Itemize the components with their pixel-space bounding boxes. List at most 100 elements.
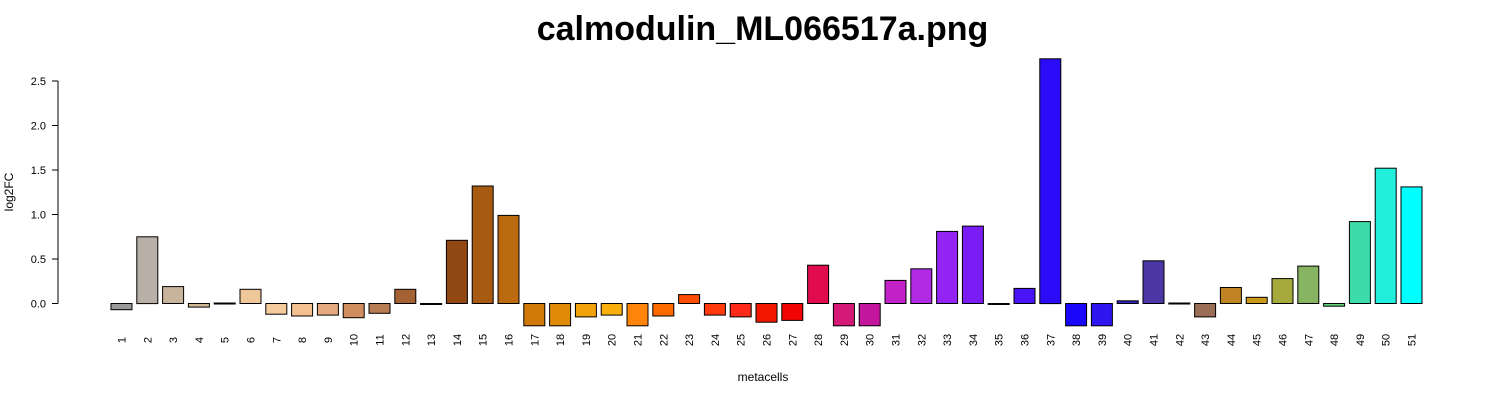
x-tick-label: 18 <box>555 334 567 346</box>
x-tick-label: 22 <box>658 334 670 346</box>
x-tick-label: 4 <box>194 337 206 343</box>
bar-metacell-23 <box>678 294 701 305</box>
bar-metacell-11 <box>368 303 391 314</box>
bar-metacell-9 <box>316 303 339 316</box>
x-tick-label: 42 <box>1174 334 1186 346</box>
bar-metacell-4 <box>187 303 210 308</box>
bar-metacell-50 <box>1374 167 1397 304</box>
x-tick-label: 13 <box>426 334 438 346</box>
bar-metacell-43 <box>1194 303 1217 318</box>
x-tick-label: 47 <box>1303 334 1315 346</box>
bar-metacell-34 <box>961 225 984 305</box>
bar-metacell-17 <box>523 303 546 327</box>
chart-title: calmodulin_ML066517a.png <box>536 10 989 48</box>
bar-metacell-21 <box>626 303 649 327</box>
bar-metacell-7 <box>265 303 288 315</box>
x-tick-label: 5 <box>220 337 232 343</box>
bar-metacell-30 <box>858 303 881 327</box>
bar-metacell-32 <box>910 268 933 304</box>
x-tick-label: 41 <box>1149 334 1161 346</box>
bars <box>110 58 1423 327</box>
bar-metacell-47 <box>1297 265 1320 305</box>
x-tick-label: 33 <box>942 334 954 346</box>
bar-metacell-35 <box>987 303 1010 305</box>
x-tick-label: 12 <box>400 334 412 346</box>
bar-metacell-6 <box>239 288 262 304</box>
x-tick-label: 9 <box>323 337 335 343</box>
x-tick-label: 39 <box>1097 334 1109 346</box>
x-tick-label: 29 <box>839 334 851 346</box>
x-tick-label: 10 <box>349 334 361 346</box>
bar-metacell-28 <box>807 264 830 305</box>
bar-metacell-33 <box>936 230 959 304</box>
x-tick-label: 19 <box>581 334 593 346</box>
bar-metacell-10 <box>342 303 365 319</box>
x-tick-label: 48 <box>1329 334 1341 346</box>
bar-metacell-40 <box>1116 300 1139 304</box>
x-tick-label: 17 <box>529 334 541 346</box>
x-tick-label: 30 <box>865 334 877 346</box>
x-tick-label: 21 <box>633 334 645 346</box>
bar-metacell-2 <box>136 236 159 305</box>
x-tick-label: 3 <box>168 337 180 343</box>
x-tick-label: 15 <box>478 334 490 346</box>
x-tick-label: 2 <box>142 337 154 343</box>
y-tick-label: 1.0 <box>31 210 46 222</box>
bar-metacell-49 <box>1348 221 1371 305</box>
x-tick-label: 20 <box>607 334 619 346</box>
bar-metacell-14 <box>445 239 468 305</box>
x-tick-label: 38 <box>1071 334 1083 346</box>
x-tick-label: 40 <box>1123 334 1135 346</box>
y-tick-label: 0.5 <box>31 254 46 266</box>
x-tick-label: 43 <box>1200 334 1212 346</box>
bar-metacell-19 <box>574 303 597 318</box>
bar-metacell-26 <box>755 303 778 323</box>
bar-metacell-25 <box>729 303 752 318</box>
bar-metacell-38 <box>1065 303 1088 327</box>
x-tick-label: 7 <box>271 337 283 343</box>
x-tick-label: 1 <box>117 337 129 343</box>
bar-metacell-8 <box>291 303 314 317</box>
bar-metacell-12 <box>394 288 417 304</box>
x-tick-label: 35 <box>994 334 1006 346</box>
x-tick-label: 44 <box>1226 334 1238 346</box>
x-tick-label: 32 <box>916 334 928 346</box>
x-tick-label: 49 <box>1355 334 1367 346</box>
bar-metacell-39 <box>1090 303 1113 327</box>
bar-metacell-15 <box>471 185 494 304</box>
x-tick-label: 34 <box>968 334 980 346</box>
bar-metacell-16 <box>497 214 520 304</box>
bar-metacell-41 <box>1142 260 1165 304</box>
bar-metacell-45 <box>1245 296 1268 304</box>
bar-metacell-18 <box>549 303 572 327</box>
bar-metacell-3 <box>162 286 185 305</box>
y-tick-label: 0.0 <box>31 299 46 311</box>
x-tick-label: 28 <box>813 334 825 346</box>
bar-metacell-5 <box>213 302 236 305</box>
bar-metacell-37 <box>1039 58 1062 305</box>
bar-metacell-44 <box>1219 287 1242 304</box>
bar-metacell-20 <box>600 303 623 316</box>
x-tick-label: 37 <box>1045 334 1057 346</box>
x-tick-label: 16 <box>504 334 516 346</box>
y-tick-label: 1.5 <box>31 165 46 177</box>
bar-metacell-1 <box>110 303 133 311</box>
x-axis-label: metacells <box>738 370 789 384</box>
x-tick-label: 31 <box>891 334 903 346</box>
bar-metacell-48 <box>1323 303 1346 307</box>
x-tick-labels: 1 2 3 4 5 6 7 8 9 10 11 12 13 14 15 16 17 18 19 20 21 22 23 24 2… <box>117 334 1419 346</box>
x-tick-label: 27 <box>787 334 799 346</box>
bar-metacell-42 <box>1168 302 1191 305</box>
bar-metacell-36 <box>1013 287 1036 304</box>
x-tick-label: 36 <box>1020 334 1032 346</box>
bar-metacell-13 <box>420 303 443 305</box>
y-tick-label: 2.0 <box>31 121 46 133</box>
x-tick-label: 11 <box>375 334 387 345</box>
bar-metacell-22 <box>652 303 675 317</box>
x-tick-label: 26 <box>762 334 774 346</box>
x-tick-label: 25 <box>736 334 748 346</box>
x-tick-label: 51 <box>1407 334 1419 346</box>
x-tick-label: 8 <box>297 337 309 343</box>
bar-metacell-24 <box>703 303 726 316</box>
